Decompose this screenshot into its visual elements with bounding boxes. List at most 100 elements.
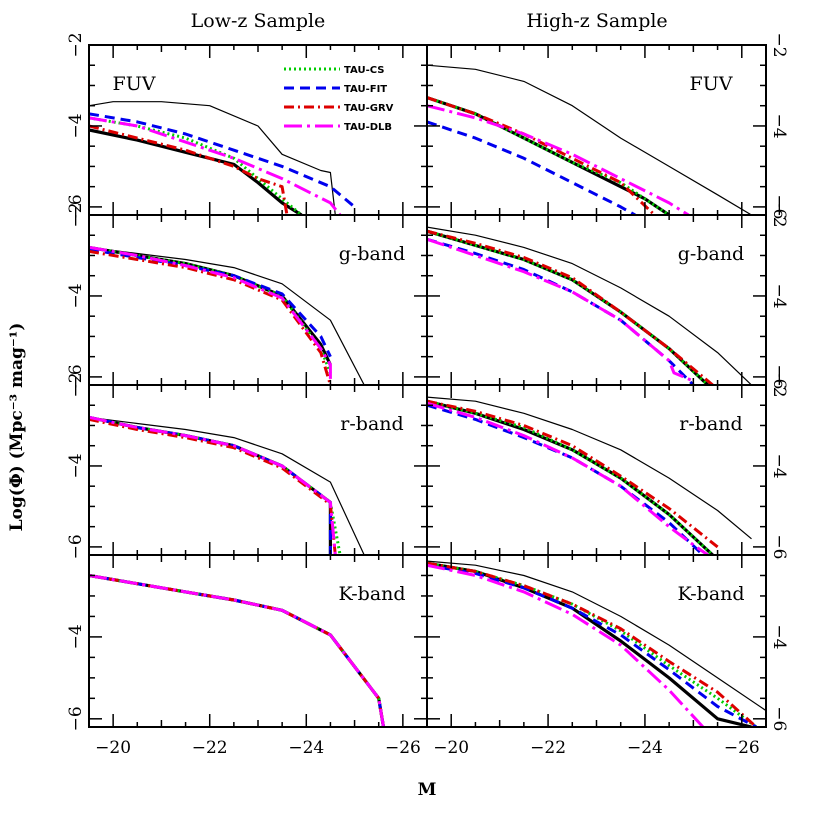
series-line-tau-cs	[89, 116, 303, 215]
series-line-tau-grv	[427, 96, 656, 215]
y-tick-label: −2	[769, 202, 789, 227]
series-line-tau-dlb	[427, 237, 694, 383]
panel-label-fuv-low-z: FUV	[113, 73, 156, 95]
series-group-g-band-high-z	[427, 226, 752, 385]
series-line-tau-dlb	[89, 116, 342, 215]
series-line-tau-dlb	[89, 415, 337, 555]
panel-label-k-band-high-z: K-band	[677, 583, 744, 605]
panel-label-fuv-high-z: FUV	[690, 73, 733, 95]
y-tick-label: −4	[66, 113, 86, 138]
x-tick-label: −24	[627, 738, 663, 758]
series-line-tau-grv	[89, 249, 332, 385]
series-group-fuv-high-z	[427, 64, 752, 215]
series-group-r-band-high-z	[427, 396, 752, 555]
series-group-fuv-low-z	[89, 101, 356, 215]
series-line-tau-fit	[427, 237, 695, 385]
series-group-k-band-high-z	[427, 560, 766, 727]
y-axis-title: Log(Φ) (Mpc⁻³ mag⁻¹)	[7, 323, 27, 532]
panel-frame	[88, 214, 428, 386]
series-line-observed	[427, 561, 752, 727]
series-line-observed	[89, 128, 303, 215]
y-tick-label: −6	[66, 706, 86, 731]
y-tick-label: −4	[769, 624, 789, 649]
y-tick-label: −2	[66, 32, 86, 57]
y-tick-label: −6	[769, 194, 789, 219]
series-group-k-band-low-z	[89, 573, 386, 727]
x-tick-label: −24	[288, 738, 324, 758]
series-line-tau-dlb	[427, 104, 690, 215]
y-tick-label: −6	[769, 534, 789, 559]
series-line-tau-dlb	[89, 574, 385, 727]
panel-r-band-low-z: −2 −4 −6 r-band	[66, 372, 428, 559]
panels-layer: −2 −4 −6 FUV −2 −4 −6 FUV −2 −4 −6 g-band −2 −4 −6 g-ba…	[66, 32, 789, 758]
series-line-reference	[89, 246, 365, 385]
panel-label-g-band-high-z: g-band	[678, 243, 744, 265]
series-line-tau-cs	[427, 399, 714, 555]
y-tick-label: −4	[769, 113, 789, 138]
y-tick-label: −6	[66, 534, 86, 559]
panel-label-g-band-low-z: g-band	[339, 243, 405, 265]
x-tick-label: −20	[95, 738, 131, 758]
y-tick-label: −6	[66, 194, 86, 219]
series-line-tau-fit	[89, 415, 332, 555]
series-line-reference	[427, 64, 752, 215]
column-title-high-z: High-z Sample	[526, 10, 667, 32]
panel-frame	[88, 384, 428, 556]
legend-label-tau-cs: TAU-CS	[344, 65, 384, 76]
column-title-low-z: Low-z Sample	[191, 10, 326, 32]
y-tick-label: −2	[769, 372, 789, 397]
series-line-tau-dlb	[427, 401, 709, 555]
series-line-reference	[89, 101, 336, 215]
y-tick-label: −4	[66, 283, 86, 308]
series-line-tau-cs	[89, 415, 342, 555]
y-tick-label: −4	[769, 283, 789, 308]
panel-k-band-low-z: −4 −6 K-band −20 −22 −24 −26	[66, 554, 428, 758]
series-line-tau-grv	[89, 124, 289, 215]
series-line-tau-grv	[427, 399, 719, 549]
legend-label-tau-fit: TAU-FIT	[344, 84, 387, 95]
y-tick-label: −6	[769, 706, 789, 731]
y-tick-label: −2	[769, 32, 789, 57]
panel-frame	[426, 384, 767, 556]
series-line-tau-cs	[427, 96, 670, 215]
series-line-tau-fit	[427, 563, 758, 727]
panel-frame	[426, 214, 767, 386]
x-tick-label: −20	[433, 738, 469, 758]
panel-label-r-band-high-z: r-band	[679, 413, 742, 435]
series-line-reference	[427, 226, 752, 385]
y-tick-label: −4	[66, 453, 86, 478]
legend-label-tau-grv: TAU-GRV	[344, 103, 394, 114]
series-line-reference	[89, 416, 365, 555]
y-tick-label: −2	[66, 202, 86, 227]
series-line-reference	[427, 396, 752, 540]
y-tick-label: −4	[769, 453, 789, 478]
panel-r-band-high-z: −2 −4 −6 r-band	[426, 372, 789, 559]
panel-g-band-low-z: −2 −4 −6 g-band	[66, 202, 428, 389]
series-line-tau-grv	[427, 229, 714, 385]
x-tick-label: −26	[385, 738, 421, 758]
series-line-tau-fit	[89, 574, 385, 727]
legend-label-tau-dlb: TAU-DLB	[344, 122, 392, 133]
series-line-tau-fit	[89, 247, 332, 358]
series-line-tau-cs	[427, 561, 758, 727]
panel-label-k-band-low-z: K-band	[338, 583, 405, 605]
x-tick-label: −22	[192, 738, 228, 758]
series-line-tau-fit	[427, 403, 705, 555]
series-group-g-band-low-z	[89, 245, 365, 385]
titles-layer: Low-z Sample High-z Sample M Log(Φ) (Mpc…	[7, 10, 668, 800]
y-tick-label: −6	[769, 364, 789, 389]
panel-fuv-high-z: −2 −4 −6 FUV	[426, 32, 789, 219]
series-line-observed	[89, 415, 332, 555]
y-tick-label: −6	[66, 364, 86, 389]
y-tick-label: −2	[66, 372, 86, 397]
series-line-tau-fit	[89, 112, 356, 209]
x-axis-title: M	[418, 780, 437, 800]
series-line-tau-dlb	[89, 245, 332, 385]
panel-g-band-high-z: −2 −4 −6 g-band	[426, 202, 789, 389]
x-tick-label: −26	[724, 738, 760, 758]
panel-k-band-high-z: −4 −6 K-band −20 −22 −24 −26	[426, 554, 789, 758]
series-line-reference	[427, 560, 766, 712]
panel-frame	[88, 554, 428, 728]
legend: TAU-CS TAU-FIT TAU-GRV TAU-DLB	[284, 65, 394, 133]
